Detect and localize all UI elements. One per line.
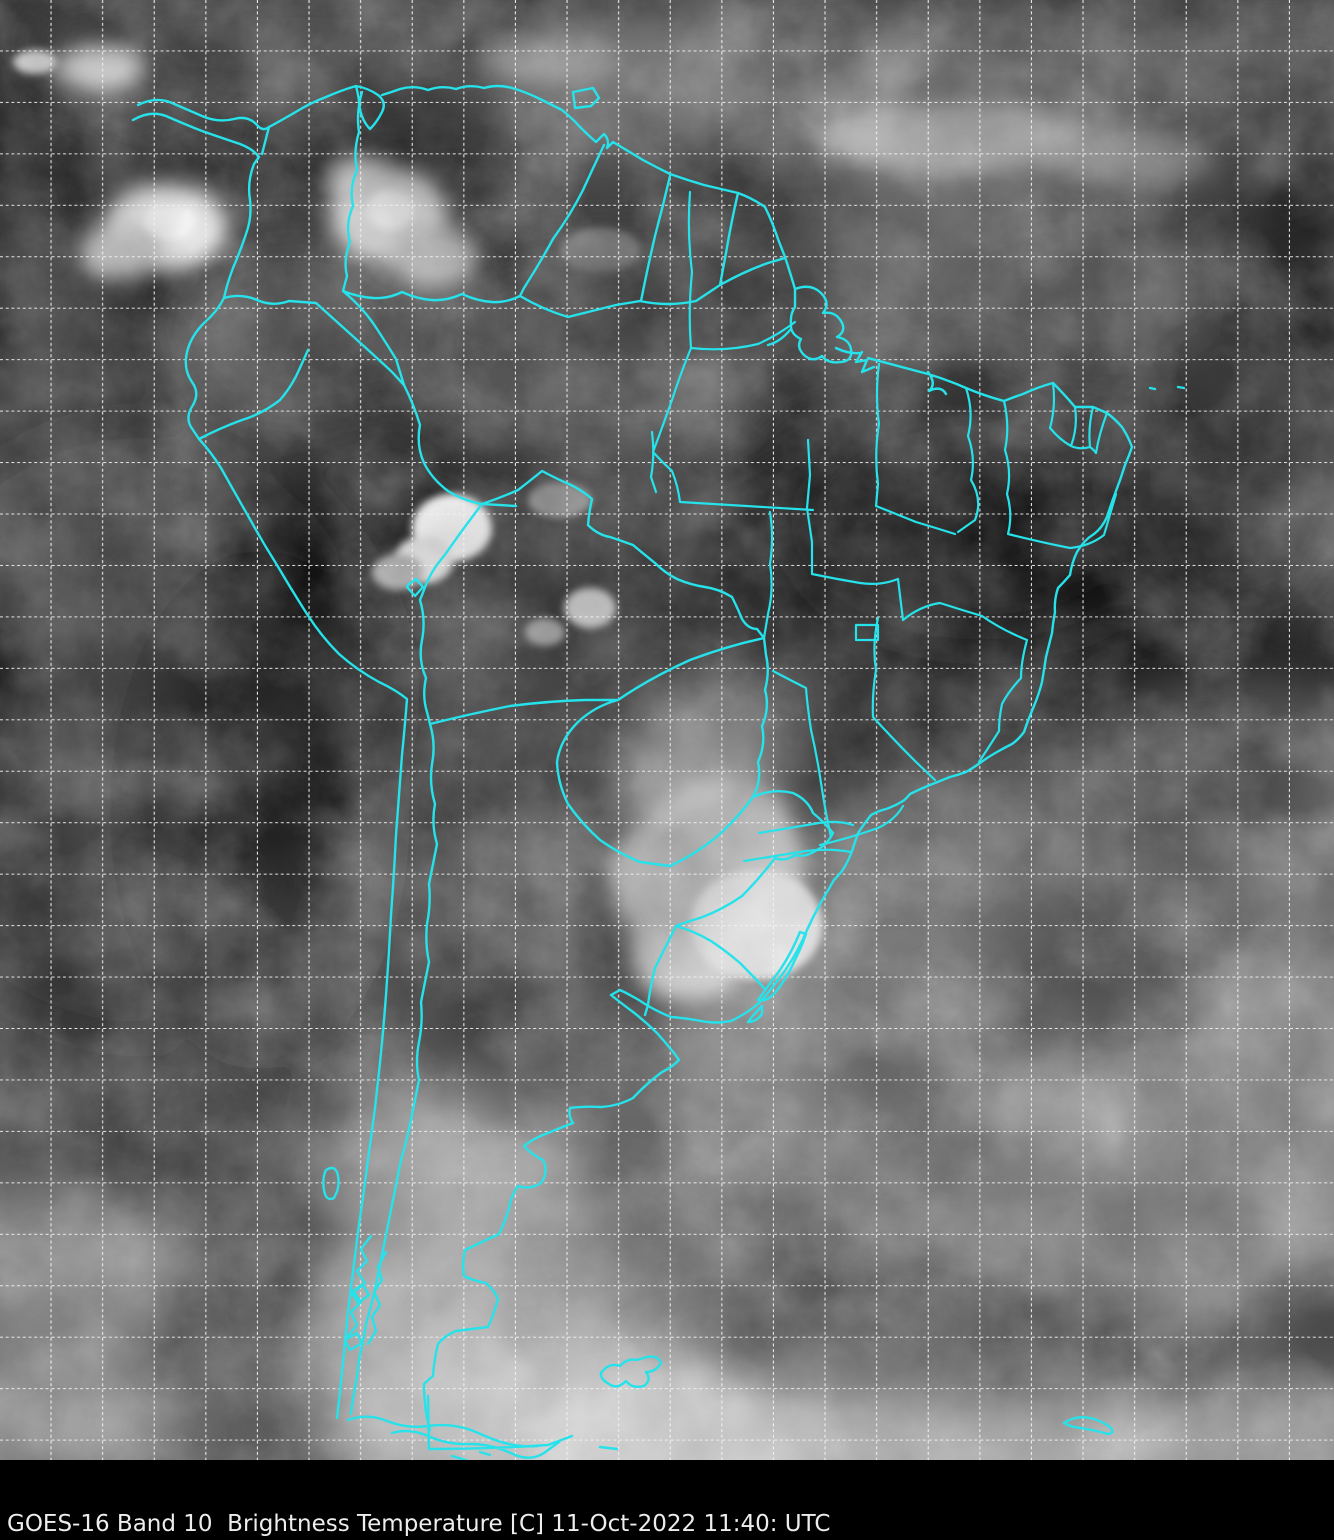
caption-text: GOES-16 Band 10 Brightness Temperature [… (7, 1510, 831, 1537)
map-borders (131, 84, 1186, 1460)
south-georgia-island (1062, 1415, 1114, 1436)
state-borders (649, 190, 1118, 863)
country-borders (197, 90, 835, 1416)
latlon-grid (0, 0, 1334, 1460)
satellite-map (0, 0, 1334, 1460)
atlantic-islets (1148, 385, 1186, 391)
falkland-islands (599, 1355, 663, 1389)
caption-bar: GOES-16 Band 10 Brightness Temperature [… (0, 1460, 1334, 1540)
coastline (131, 84, 1134, 1432)
coastal-lagoons (746, 930, 808, 1024)
